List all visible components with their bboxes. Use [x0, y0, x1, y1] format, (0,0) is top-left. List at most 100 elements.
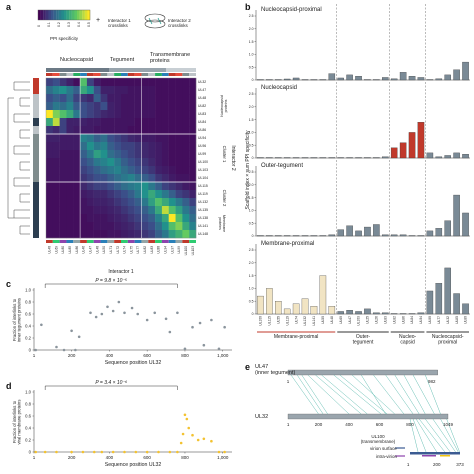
b-bar — [346, 225, 353, 237]
heatmap-cell — [189, 214, 197, 223]
heatmap-cell — [134, 222, 142, 231]
heatmap-cell — [141, 182, 149, 191]
heatmap-cell — [168, 110, 176, 119]
d-point — [34, 450, 38, 454]
heatmap-cell — [73, 230, 81, 239]
heatmap-cell — [86, 166, 94, 175]
b-y-tick-label: 2.0 — [249, 27, 254, 31]
heatmap-cell — [121, 230, 129, 239]
column-label: UL86 — [75, 246, 79, 254]
b-bar — [444, 220, 451, 237]
column-annotation-cell — [80, 73, 87, 76]
column-label: UL82 — [143, 246, 147, 254]
heatmap-cell — [155, 158, 163, 167]
legend-plus: + — [96, 17, 100, 24]
colorbar-segment — [87, 10, 91, 20]
b-bar — [462, 154, 469, 159]
heatmap-cell — [66, 142, 74, 151]
heatmap-cell — [189, 78, 197, 87]
b-bar — [453, 293, 460, 315]
d-point — [176, 450, 179, 454]
b-x-label: UL86 — [401, 316, 405, 324]
heatmap-cell — [141, 86, 149, 95]
c-point — [130, 306, 134, 310]
heatmap-cell — [66, 158, 74, 167]
row-annotation-cell — [33, 182, 39, 190]
heatmap-cell — [189, 190, 197, 199]
heatmap-cell — [168, 126, 176, 135]
column-label: UL80 — [61, 246, 65, 254]
heatmap-cell — [168, 142, 176, 151]
heatmap-cell — [114, 230, 122, 239]
heatmap-cell — [100, 126, 108, 135]
heatmap-cell — [141, 94, 149, 103]
heatmap-cell — [127, 206, 135, 215]
heatmap-cell — [127, 222, 135, 231]
b-bar — [390, 234, 398, 237]
d-point — [183, 413, 187, 417]
row-label: UL48 — [198, 96, 206, 100]
row-label: UL148 — [198, 232, 208, 236]
heatmap-cell — [86, 206, 94, 215]
d-point — [168, 450, 172, 454]
d-bracket — [44, 385, 178, 390]
colorbar-tick: 0 — [37, 25, 41, 27]
heatmap-cell — [73, 222, 81, 231]
b-y-tick-label: 0 — [252, 234, 254, 238]
heatmap-cell — [100, 198, 108, 207]
b-bar — [399, 72, 407, 81]
heatmap-cell — [73, 142, 81, 151]
c-point — [55, 345, 58, 349]
heatmap-cell — [148, 78, 156, 87]
heatmap-cell — [52, 174, 60, 183]
heatmap-cell — [141, 110, 149, 119]
b-bar — [301, 298, 309, 315]
heatmap-cell — [168, 150, 176, 159]
heatmap-cell — [46, 222, 54, 231]
heatmap-cell — [148, 222, 156, 231]
heatmap-cell — [93, 158, 101, 167]
b-bar — [337, 229, 344, 237]
c-y-tick-label: 1.0 — [25, 288, 31, 293]
column-annotation-cell — [86, 73, 94, 76]
colorbar-segment — [48, 10, 52, 20]
colorbar-segment — [61, 10, 65, 20]
heatmap-cell — [100, 182, 108, 191]
c-x-tick-label: 600 — [143, 353, 151, 358]
b-bar — [435, 228, 443, 237]
heatmap-cell — [161, 158, 169, 167]
heatmap-cell — [134, 230, 142, 239]
c-x-tick-label: 1,000 — [217, 353, 229, 358]
heatmap-cell — [93, 190, 101, 199]
dendrogram-branch — [13, 209, 30, 219]
b-bar — [301, 157, 309, 159]
heatmap-cell — [114, 158, 122, 167]
b-x-label: UL48 — [330, 316, 334, 324]
ul47-ul32-crosslink — [412, 374, 435, 415]
heatmap-cell — [114, 150, 122, 159]
heatmap-cell — [66, 222, 74, 231]
c-point — [168, 330, 172, 334]
heatmap-cell — [189, 158, 197, 167]
heatmap-cell — [182, 86, 190, 95]
b-x-label: UL85 — [455, 316, 459, 324]
b-group-label: Nucleocapsid-proximal — [432, 334, 464, 346]
b-bar — [275, 157, 282, 159]
heatmap-cell — [134, 110, 142, 119]
d-p-value: P = 3.4 × 10⁻⁶ — [95, 380, 127, 386]
b-bar — [399, 234, 407, 237]
heatmap-cell — [52, 102, 60, 111]
heatmap-cell — [59, 230, 67, 239]
ul100-tick: 200 — [433, 462, 441, 467]
heatmap-cell — [175, 86, 183, 95]
heatmap-cell — [114, 126, 122, 135]
b-bar — [328, 234, 336, 237]
heatmap-cell — [134, 174, 142, 183]
heatmap-cell — [100, 118, 108, 127]
heatmap-cell — [66, 94, 74, 103]
b-bar — [462, 303, 469, 315]
heatmap-cell — [121, 150, 129, 159]
ul32-ul100-crosslink — [432, 418, 456, 453]
heatmap-cell — [80, 230, 88, 239]
b-group-label: Membrane-proximal — [274, 334, 318, 340]
